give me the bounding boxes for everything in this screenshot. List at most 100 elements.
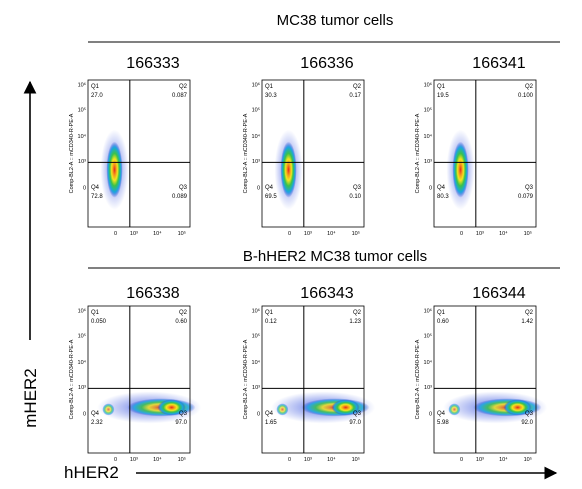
quadrant-percent: 0.079 (518, 194, 534, 200)
quadrant-name: Q1 (265, 310, 274, 316)
quadrant-percent: 72.8 (91, 194, 103, 200)
section-title: MC38 tumor cells (277, 12, 394, 29)
quadrant-name: Q3 (353, 411, 362, 417)
panel-id: 166343 (300, 285, 353, 302)
x-tick-label: 0 (288, 457, 291, 463)
panel-id: 166336 (300, 55, 353, 72)
x-tick-label: 10⁴ (499, 456, 508, 463)
panel-id: 166338 (126, 285, 179, 302)
y-tick-label: 10⁴ (78, 133, 87, 140)
y-tick-label: 10³ (252, 159, 260, 165)
x-tick-label: 10³ (130, 457, 138, 463)
quadrant-name: Q2 (353, 84, 362, 90)
y-tick-label: 10⁵ (424, 332, 432, 339)
y-tick-label: 10³ (252, 385, 260, 391)
x-tick-label: 10³ (476, 457, 484, 463)
y-tick-label: 10⁵ (78, 106, 86, 113)
plot-frame (261, 305, 365, 454)
quadrant-name: Q4 (265, 411, 274, 417)
x-tick-label: 10³ (130, 231, 138, 237)
quadrant-name: Q4 (437, 411, 446, 417)
x-tick-label: 0 (114, 457, 117, 463)
quadrant-name: Q3 (525, 411, 534, 417)
quadrant-percent: 69.5 (265, 194, 277, 200)
density-core (276, 403, 289, 416)
y-axis-label: Comp-BL2-A :: mCD340-R-PE-A (415, 113, 421, 193)
quadrant-name: Q2 (353, 310, 362, 316)
quadrant-name: Q3 (179, 411, 188, 417)
density-core (157, 399, 186, 416)
y-tick-label: 10³ (78, 159, 86, 165)
density-core (106, 141, 123, 198)
y-axis-label: Comp-BL2-A :: mCD340-R-PE-A (243, 113, 249, 193)
x-tick-label: 10⁴ (327, 456, 336, 463)
y-tick-label: 10⁶ (78, 307, 86, 314)
y-tick-label: 10⁴ (252, 359, 261, 366)
quadrant-percent: 0.100 (518, 93, 534, 99)
quadrant-percent: 19.5 (437, 93, 449, 99)
density-core (331, 399, 360, 416)
x-tick-label: 10⁵ (352, 456, 360, 463)
plot-frame (87, 79, 191, 228)
quadrant-percent: 1.65 (265, 420, 277, 426)
y-tick-label: 10⁵ (252, 332, 260, 339)
panel-id: 166341 (472, 55, 525, 72)
quadrant-name: Q2 (525, 310, 534, 316)
x-tick-label: 10³ (476, 231, 484, 237)
density-core (452, 141, 469, 198)
quadrant-percent: 0.087 (172, 93, 188, 99)
quadrant-percent: 97.0 (175, 420, 187, 426)
quadrant-name: Q3 (179, 185, 188, 191)
x-tick-label: 10⁵ (524, 456, 532, 463)
panel-id: 166344 (472, 285, 525, 302)
y-tick-label: 10⁵ (78, 332, 86, 339)
x-tick-label: 0 (288, 231, 291, 237)
quadrant-percent: 0.050 (91, 319, 107, 325)
density-core (448, 403, 461, 416)
quadrant-percent: 0.12 (265, 319, 277, 325)
plot-frame (87, 305, 191, 454)
y-tick-label: 0 (257, 411, 260, 417)
quadrant-name: Q3 (525, 185, 534, 191)
x-tick-label: 10³ (304, 231, 312, 237)
quadrant-name: Q4 (91, 411, 100, 417)
quadrant-percent: 0.60 (175, 319, 187, 325)
quadrant-name: Q2 (179, 84, 188, 90)
quadrant-percent: 0.089 (172, 194, 188, 200)
y-tick-label: 10⁶ (252, 307, 260, 314)
quadrant-percent: 80.3 (437, 194, 449, 200)
quadrant-name: Q1 (437, 84, 446, 90)
y-tick-label: 10³ (78, 385, 86, 391)
y-axis-label: Comp-BL2-A :: mCD340-R-PE-A (243, 339, 249, 419)
quadrant-name: Q1 (265, 84, 274, 90)
x-tick-label: 10⁴ (153, 230, 162, 237)
y-tick-label: 10⁴ (78, 359, 87, 366)
plot-frame (261, 79, 365, 228)
y-tick-label: 0 (83, 185, 86, 191)
quadrant-name: Q1 (91, 310, 100, 316)
quadrant-percent: 0.10 (349, 194, 361, 200)
x-tick-label: 10⁴ (327, 230, 336, 237)
y-tick-label: 10³ (424, 159, 432, 165)
y-axis-title: mHER2 (21, 368, 40, 428)
y-tick-label: 0 (83, 411, 86, 417)
quadrant-name: Q1 (91, 84, 100, 90)
quadrant-name: Q3 (353, 185, 362, 191)
quadrant-percent: 27.0 (91, 93, 103, 99)
y-tick-label: 10⁴ (424, 133, 433, 140)
quadrant-name: Q1 (437, 310, 446, 316)
quadrant-percent: 97.0 (349, 420, 361, 426)
plot-frame (433, 79, 537, 228)
section-title: B-hHER2 MC38 tumor cells (243, 248, 427, 265)
quadrant-name: Q4 (265, 185, 274, 191)
quadrant-name: Q2 (525, 84, 534, 90)
x-tick-label: 10⁴ (153, 456, 162, 463)
panel-id: 166333 (126, 55, 179, 72)
y-tick-label: 10⁴ (424, 359, 433, 366)
